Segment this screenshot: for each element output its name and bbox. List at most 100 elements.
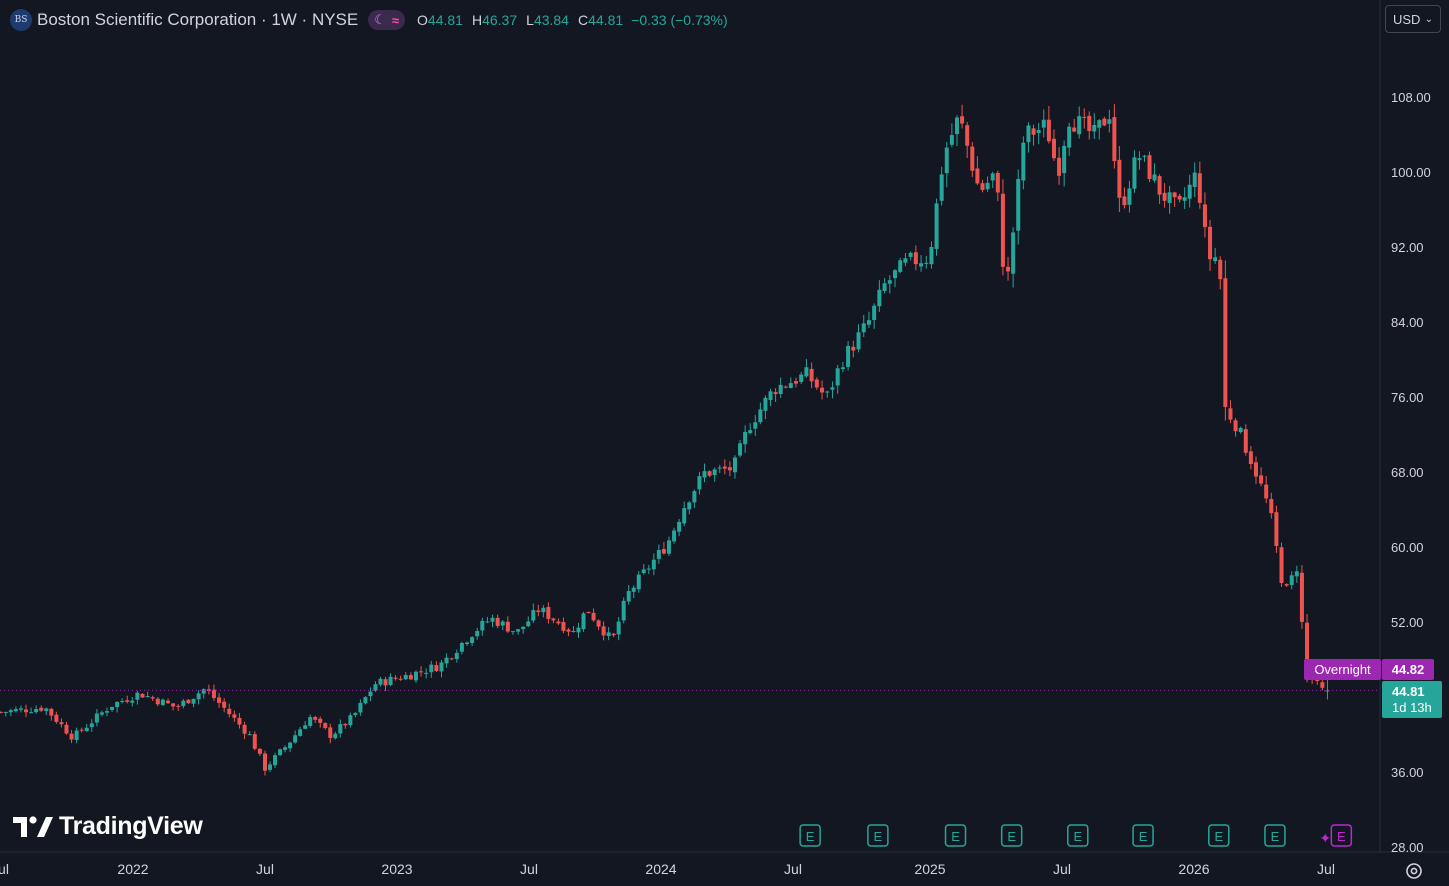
candle-body xyxy=(1036,129,1041,133)
candle-body xyxy=(1041,119,1046,128)
candle-body xyxy=(1026,125,1031,143)
candle-body xyxy=(898,260,903,272)
candle-body xyxy=(470,637,475,644)
candle-body xyxy=(1284,584,1289,586)
candle-body xyxy=(763,397,768,411)
candle-body xyxy=(24,709,29,713)
candle-body xyxy=(1238,427,1243,433)
candle-body xyxy=(413,671,418,681)
price-axis-label: 100.00 xyxy=(1391,165,1431,180)
candle-body xyxy=(748,430,753,434)
candle-body xyxy=(793,381,798,384)
candle-body xyxy=(475,630,480,637)
earnings-marker[interactable]: E xyxy=(799,824,821,847)
candle-body xyxy=(323,723,328,728)
candle-body xyxy=(672,530,677,542)
low-value: 43.84 xyxy=(533,12,569,28)
earnings-marker[interactable]: E xyxy=(1067,824,1089,847)
candle-body xyxy=(531,610,536,621)
candle-body xyxy=(510,631,515,633)
earnings-marker[interactable]: E xyxy=(1264,824,1286,847)
price-axis-label: 92.00 xyxy=(1391,240,1424,255)
price-axis-label: 36.00 xyxy=(1391,765,1424,780)
candle-body xyxy=(237,717,242,725)
earnings-marker[interactable]: E xyxy=(867,824,889,847)
candle-body xyxy=(960,116,965,124)
candle-body xyxy=(939,174,944,201)
candle-body xyxy=(856,332,861,350)
candle-body xyxy=(1137,158,1142,161)
candle-body xyxy=(393,677,398,679)
candle-body xyxy=(1320,682,1325,688)
candle-body xyxy=(846,345,851,367)
candle-body xyxy=(526,621,531,627)
overnight-label: Overnight xyxy=(1304,659,1381,680)
candle-body xyxy=(429,664,434,673)
candle-body xyxy=(697,476,702,490)
earnings-marker[interactable]: E xyxy=(944,824,967,847)
symbol-title[interactable]: Boston Scientific Corporation · 1W · NYS… xyxy=(37,10,359,29)
candle-body xyxy=(651,559,656,570)
time-axis-label: Jul xyxy=(0,861,9,877)
candle-body xyxy=(318,718,323,723)
candle-body xyxy=(201,689,206,694)
price-axis-label: 76.00 xyxy=(1391,390,1424,405)
candle-body xyxy=(1021,142,1026,181)
candle-body xyxy=(1167,192,1172,203)
candle-body xyxy=(222,701,227,708)
candle-body xyxy=(722,466,727,469)
earnings-marker[interactable]: E xyxy=(1132,824,1154,847)
candle-body xyxy=(419,671,424,673)
candle-body xyxy=(1208,226,1213,260)
candle-body xyxy=(1107,119,1112,124)
candle-body xyxy=(171,703,176,707)
currency-select[interactable]: USD ⌄ xyxy=(1385,5,1441,33)
candle-body xyxy=(298,729,303,736)
candle-body xyxy=(778,384,783,394)
candle-body xyxy=(814,379,819,388)
earnings-marker[interactable]: E xyxy=(1208,824,1230,847)
earnings-marker-label: E xyxy=(1007,829,1016,844)
wave-icon: ≈ xyxy=(391,12,400,28)
candle-body xyxy=(934,203,939,249)
candle-body xyxy=(1000,193,1005,267)
candle-body xyxy=(1294,571,1299,577)
candle-body xyxy=(830,387,835,390)
candle-body xyxy=(985,182,990,190)
candle-body xyxy=(74,730,79,740)
candle-body xyxy=(1202,204,1207,228)
candle-body xyxy=(1274,512,1279,547)
session-status[interactable]: ☾ ≈ xyxy=(368,10,406,30)
candle-body xyxy=(140,693,145,698)
price-axis-label: 60.00 xyxy=(1391,540,1424,555)
candle-body xyxy=(1259,475,1264,484)
earnings-marker[interactable]: E xyxy=(1000,824,1023,847)
candle-body xyxy=(155,698,160,705)
candle-body xyxy=(268,764,273,770)
time-axis-label: Jul xyxy=(256,861,274,877)
candle-body xyxy=(1006,266,1011,272)
candle-body xyxy=(1016,178,1021,231)
candle-body xyxy=(94,713,99,723)
candle-body xyxy=(388,676,393,686)
candle-body xyxy=(566,629,571,632)
candle-body xyxy=(1092,124,1097,132)
candle-body xyxy=(1117,159,1122,198)
candle-body xyxy=(913,252,918,265)
earnings-marker[interactable]: E xyxy=(1330,824,1353,847)
candle-body xyxy=(1087,115,1092,132)
candle-body xyxy=(191,698,196,704)
candle-body xyxy=(636,574,641,590)
tradingview-watermark[interactable]: TradingView xyxy=(13,812,203,841)
earnings-marker-label: E xyxy=(806,829,815,844)
candle-body xyxy=(130,700,135,703)
candle-body xyxy=(601,626,606,636)
candle-body xyxy=(1248,451,1253,465)
settings-gear-icon[interactable] xyxy=(1403,860,1425,882)
earnings-marker-label: E xyxy=(1271,829,1280,844)
candle-body xyxy=(353,712,358,716)
candle-body xyxy=(1057,157,1062,176)
candle-body xyxy=(753,422,758,429)
candle-body xyxy=(1067,126,1072,148)
